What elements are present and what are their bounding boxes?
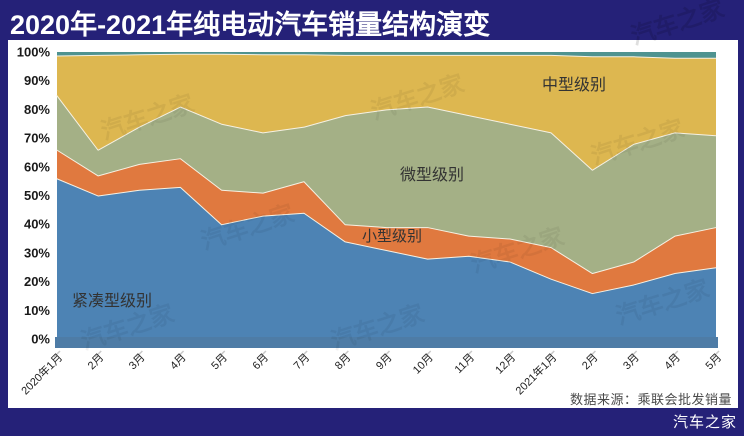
x-axis-tick <box>506 350 514 358</box>
x-axis-tick <box>547 350 555 358</box>
page-title: 2020年-2021年纯电动汽车销量结构演变 <box>10 10 491 40</box>
x-axis-label: 2月 <box>86 352 107 373</box>
x-axis-label: 2月 <box>580 352 601 373</box>
area-label-micro: 微型级别 <box>400 166 464 184</box>
area-compact <box>57 178 716 339</box>
x-axis-label: 9月 <box>374 352 395 373</box>
x-axis-label: 3月 <box>621 352 642 373</box>
area-label-mid: 中型级别 <box>542 76 606 94</box>
x-axis-label: 2020年1月 <box>18 350 65 397</box>
x-axis-tick <box>259 350 267 358</box>
x-axis-tick <box>94 350 102 358</box>
x-axis-label: 5月 <box>209 352 230 373</box>
y-axis-label: 60% <box>24 159 50 174</box>
x-axis-tick <box>465 350 473 358</box>
x-axis-label: 7月 <box>292 352 313 373</box>
x-axis-tick <box>300 350 308 358</box>
x-axis-label: 6月 <box>250 352 271 373</box>
y-axis-label: 30% <box>24 245 50 260</box>
y-axis-label: 40% <box>24 217 50 232</box>
x-axis-tick <box>588 350 596 358</box>
x-axis-label: 2021年1月 <box>512 350 559 397</box>
y-axis-label: 100% <box>17 45 51 60</box>
x-axis-tick <box>341 350 349 358</box>
x-axis-label: 5月 <box>704 352 725 373</box>
y-axis-label: 70% <box>24 131 50 146</box>
x-axis-tick <box>671 350 679 358</box>
x-axis-tick <box>382 350 391 358</box>
title-bar: 2020年-2021年纯电动汽车销量结构演变 <box>0 0 744 40</box>
source-note: 数据来源：乘联会批发销量 <box>569 392 732 407</box>
y-axis-label: 0% <box>31 332 50 347</box>
x-axis-tick <box>630 350 638 358</box>
area-unlabeled-teal <box>57 52 716 58</box>
x-axis-tick <box>712 350 720 358</box>
x-axis-label: 11月 <box>453 352 477 376</box>
area-label-compact: 紧凑型级别 <box>72 292 152 310</box>
x-axis-label: 4月 <box>168 352 189 373</box>
area-small <box>57 149 716 294</box>
x-axis-label: 12月 <box>493 352 518 377</box>
brand-logo-text: 汽车之家 <box>672 414 737 431</box>
y-axis-label: 90% <box>24 73 50 88</box>
y-axis-label: 20% <box>24 274 50 289</box>
area-mid <box>57 53 716 170</box>
x-axis-label: 3月 <box>127 352 148 373</box>
x-axis-tick <box>177 350 185 358</box>
x-axis-label: 4月 <box>662 352 683 373</box>
area-label-small: 小型级别 <box>362 228 422 245</box>
x-axis-tick <box>53 350 61 358</box>
area-micro <box>57 95 716 273</box>
x-axis-tick <box>135 350 143 358</box>
y-axis-label: 10% <box>24 303 50 318</box>
x-axis-bar <box>55 337 718 348</box>
x-axis-tick <box>424 350 432 358</box>
y-axis-label: 80% <box>24 102 50 117</box>
watermark-text: 汽车之家 <box>628 0 728 51</box>
y-axis-label: 50% <box>24 188 50 203</box>
x-axis-label: 10月 <box>411 352 436 377</box>
x-axis-tick <box>218 350 226 358</box>
